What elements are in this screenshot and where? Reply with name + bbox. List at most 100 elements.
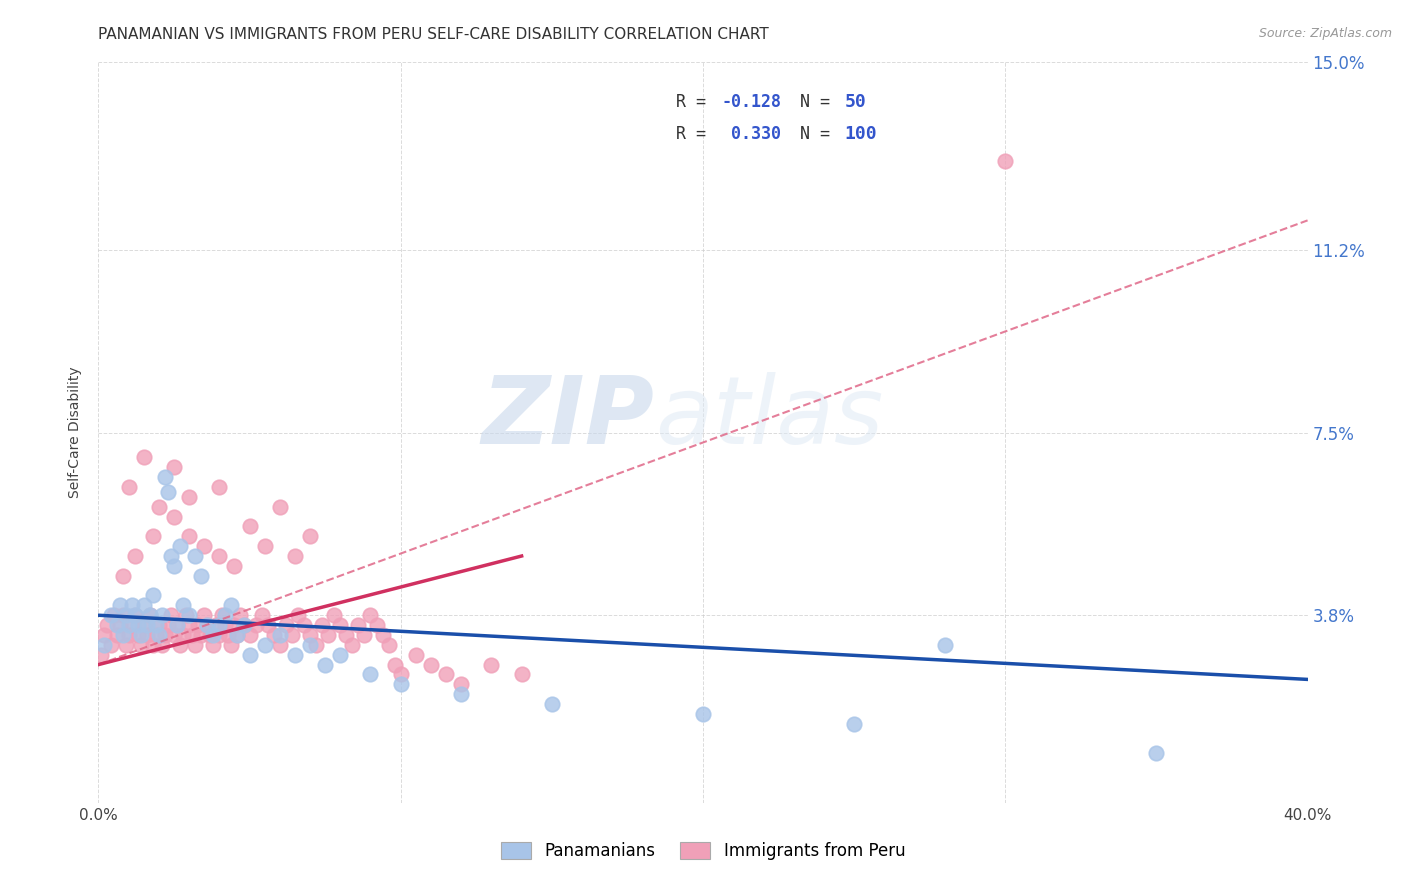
- Point: [193, 539, 215, 553]
- Text: ZIP: ZIP: [482, 372, 655, 464]
- Point: [329, 648, 352, 662]
- Point: [169, 539, 191, 553]
- Point: [103, 608, 125, 623]
- Point: [202, 628, 225, 642]
- Point: [284, 648, 307, 662]
- Text: atlas: atlas: [655, 372, 883, 463]
- Point: [163, 460, 186, 475]
- Point: [217, 628, 239, 642]
- Point: [139, 608, 162, 623]
- Point: [221, 638, 243, 652]
- Point: [250, 608, 273, 623]
- Point: [135, 618, 157, 632]
- Point: [195, 618, 218, 632]
- Point: [129, 638, 152, 652]
- Point: [208, 618, 231, 632]
- Point: [232, 618, 254, 632]
- Point: [127, 628, 149, 642]
- Point: [281, 628, 304, 642]
- Point: [389, 667, 412, 681]
- Point: [226, 628, 249, 642]
- Point: [844, 716, 866, 731]
- Point: [111, 608, 134, 623]
- Point: [214, 608, 236, 623]
- Point: [347, 618, 370, 632]
- Point: [100, 608, 122, 623]
- Point: [190, 568, 212, 582]
- Point: [263, 628, 285, 642]
- Point: [208, 628, 231, 642]
- Point: [371, 628, 394, 642]
- Point: [224, 558, 246, 573]
- Text: 50: 50: [845, 93, 866, 111]
- Point: [405, 648, 427, 662]
- Point: [384, 657, 406, 672]
- Point: [174, 608, 197, 623]
- Point: [366, 618, 388, 632]
- Point: [153, 470, 176, 484]
- Point: [179, 608, 201, 623]
- Point: [224, 618, 246, 632]
- Text: N =: N =: [800, 125, 839, 144]
- Point: [187, 618, 209, 632]
- Point: [287, 608, 309, 623]
- Point: [96, 618, 118, 632]
- Point: [90, 648, 112, 662]
- Point: [195, 618, 218, 632]
- Point: [148, 500, 170, 514]
- Point: [142, 589, 165, 603]
- Point: [145, 618, 167, 632]
- Point: [253, 539, 276, 553]
- Point: [148, 618, 170, 632]
- Point: [184, 549, 207, 563]
- Point: [360, 608, 382, 623]
- Point: [284, 549, 307, 563]
- Point: [124, 549, 146, 563]
- Point: [269, 500, 291, 514]
- Point: [253, 638, 276, 652]
- Point: [172, 599, 194, 613]
- Point: [299, 628, 322, 642]
- Point: [994, 154, 1017, 169]
- Point: [121, 599, 143, 613]
- Text: N =: N =: [800, 93, 839, 111]
- Text: Source: ZipAtlas.com: Source: ZipAtlas.com: [1258, 27, 1392, 40]
- Point: [434, 667, 457, 681]
- Text: 100: 100: [845, 125, 877, 144]
- Point: [299, 638, 322, 652]
- Point: [108, 599, 131, 613]
- Point: [353, 628, 375, 642]
- Text: R =: R =: [676, 125, 717, 144]
- Text: PANAMANIAN VS IMMIGRANTS FROM PERU SELF-CARE DISABILITY CORRELATION CHART: PANAMANIAN VS IMMIGRANTS FROM PERU SELF-…: [98, 27, 769, 42]
- Point: [221, 599, 243, 613]
- Point: [166, 618, 188, 632]
- Text: R =: R =: [676, 93, 717, 111]
- Point: [329, 618, 352, 632]
- Point: [360, 667, 382, 681]
- Point: [111, 628, 134, 642]
- Point: [156, 618, 179, 632]
- Point: [269, 638, 291, 652]
- Point: [510, 667, 533, 681]
- Point: [118, 618, 141, 632]
- Point: [148, 628, 170, 642]
- Point: [163, 558, 186, 573]
- Point: [153, 628, 176, 642]
- Point: [377, 638, 399, 652]
- Point: [239, 648, 262, 662]
- Point: [314, 657, 336, 672]
- Point: [692, 706, 714, 721]
- Point: [139, 608, 162, 623]
- Point: [132, 599, 155, 613]
- Point: [114, 608, 136, 623]
- Point: [245, 618, 267, 632]
- Point: [193, 608, 215, 623]
- Point: [121, 618, 143, 632]
- Point: [211, 608, 233, 623]
- Point: [323, 608, 346, 623]
- Text: -0.128: -0.128: [721, 93, 782, 111]
- Text: 0.330: 0.330: [721, 125, 782, 144]
- Point: [274, 618, 297, 632]
- Point: [239, 628, 262, 642]
- Point: [142, 529, 165, 543]
